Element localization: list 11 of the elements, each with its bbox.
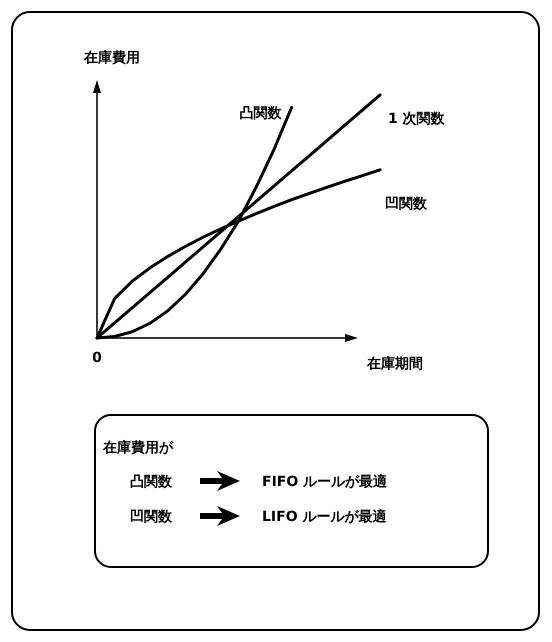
text: FIFO ルールが最適 (262, 473, 388, 490)
text: 凸関数 (130, 474, 173, 490)
y-axis-title: 在庫費用 (83, 49, 140, 66)
text: 在庫費用が (102, 439, 174, 456)
x-axis-title: 在庫期間 (366, 355, 423, 372)
series-label: 1 次関数 (388, 111, 446, 127)
text: 0 (92, 350, 102, 366)
text: 凹関数 (130, 509, 173, 525)
text: LIFO ルールが最適 (262, 508, 388, 525)
series-label: 凸関数 (240, 105, 283, 122)
series-label: 凹関数 (385, 196, 428, 212)
